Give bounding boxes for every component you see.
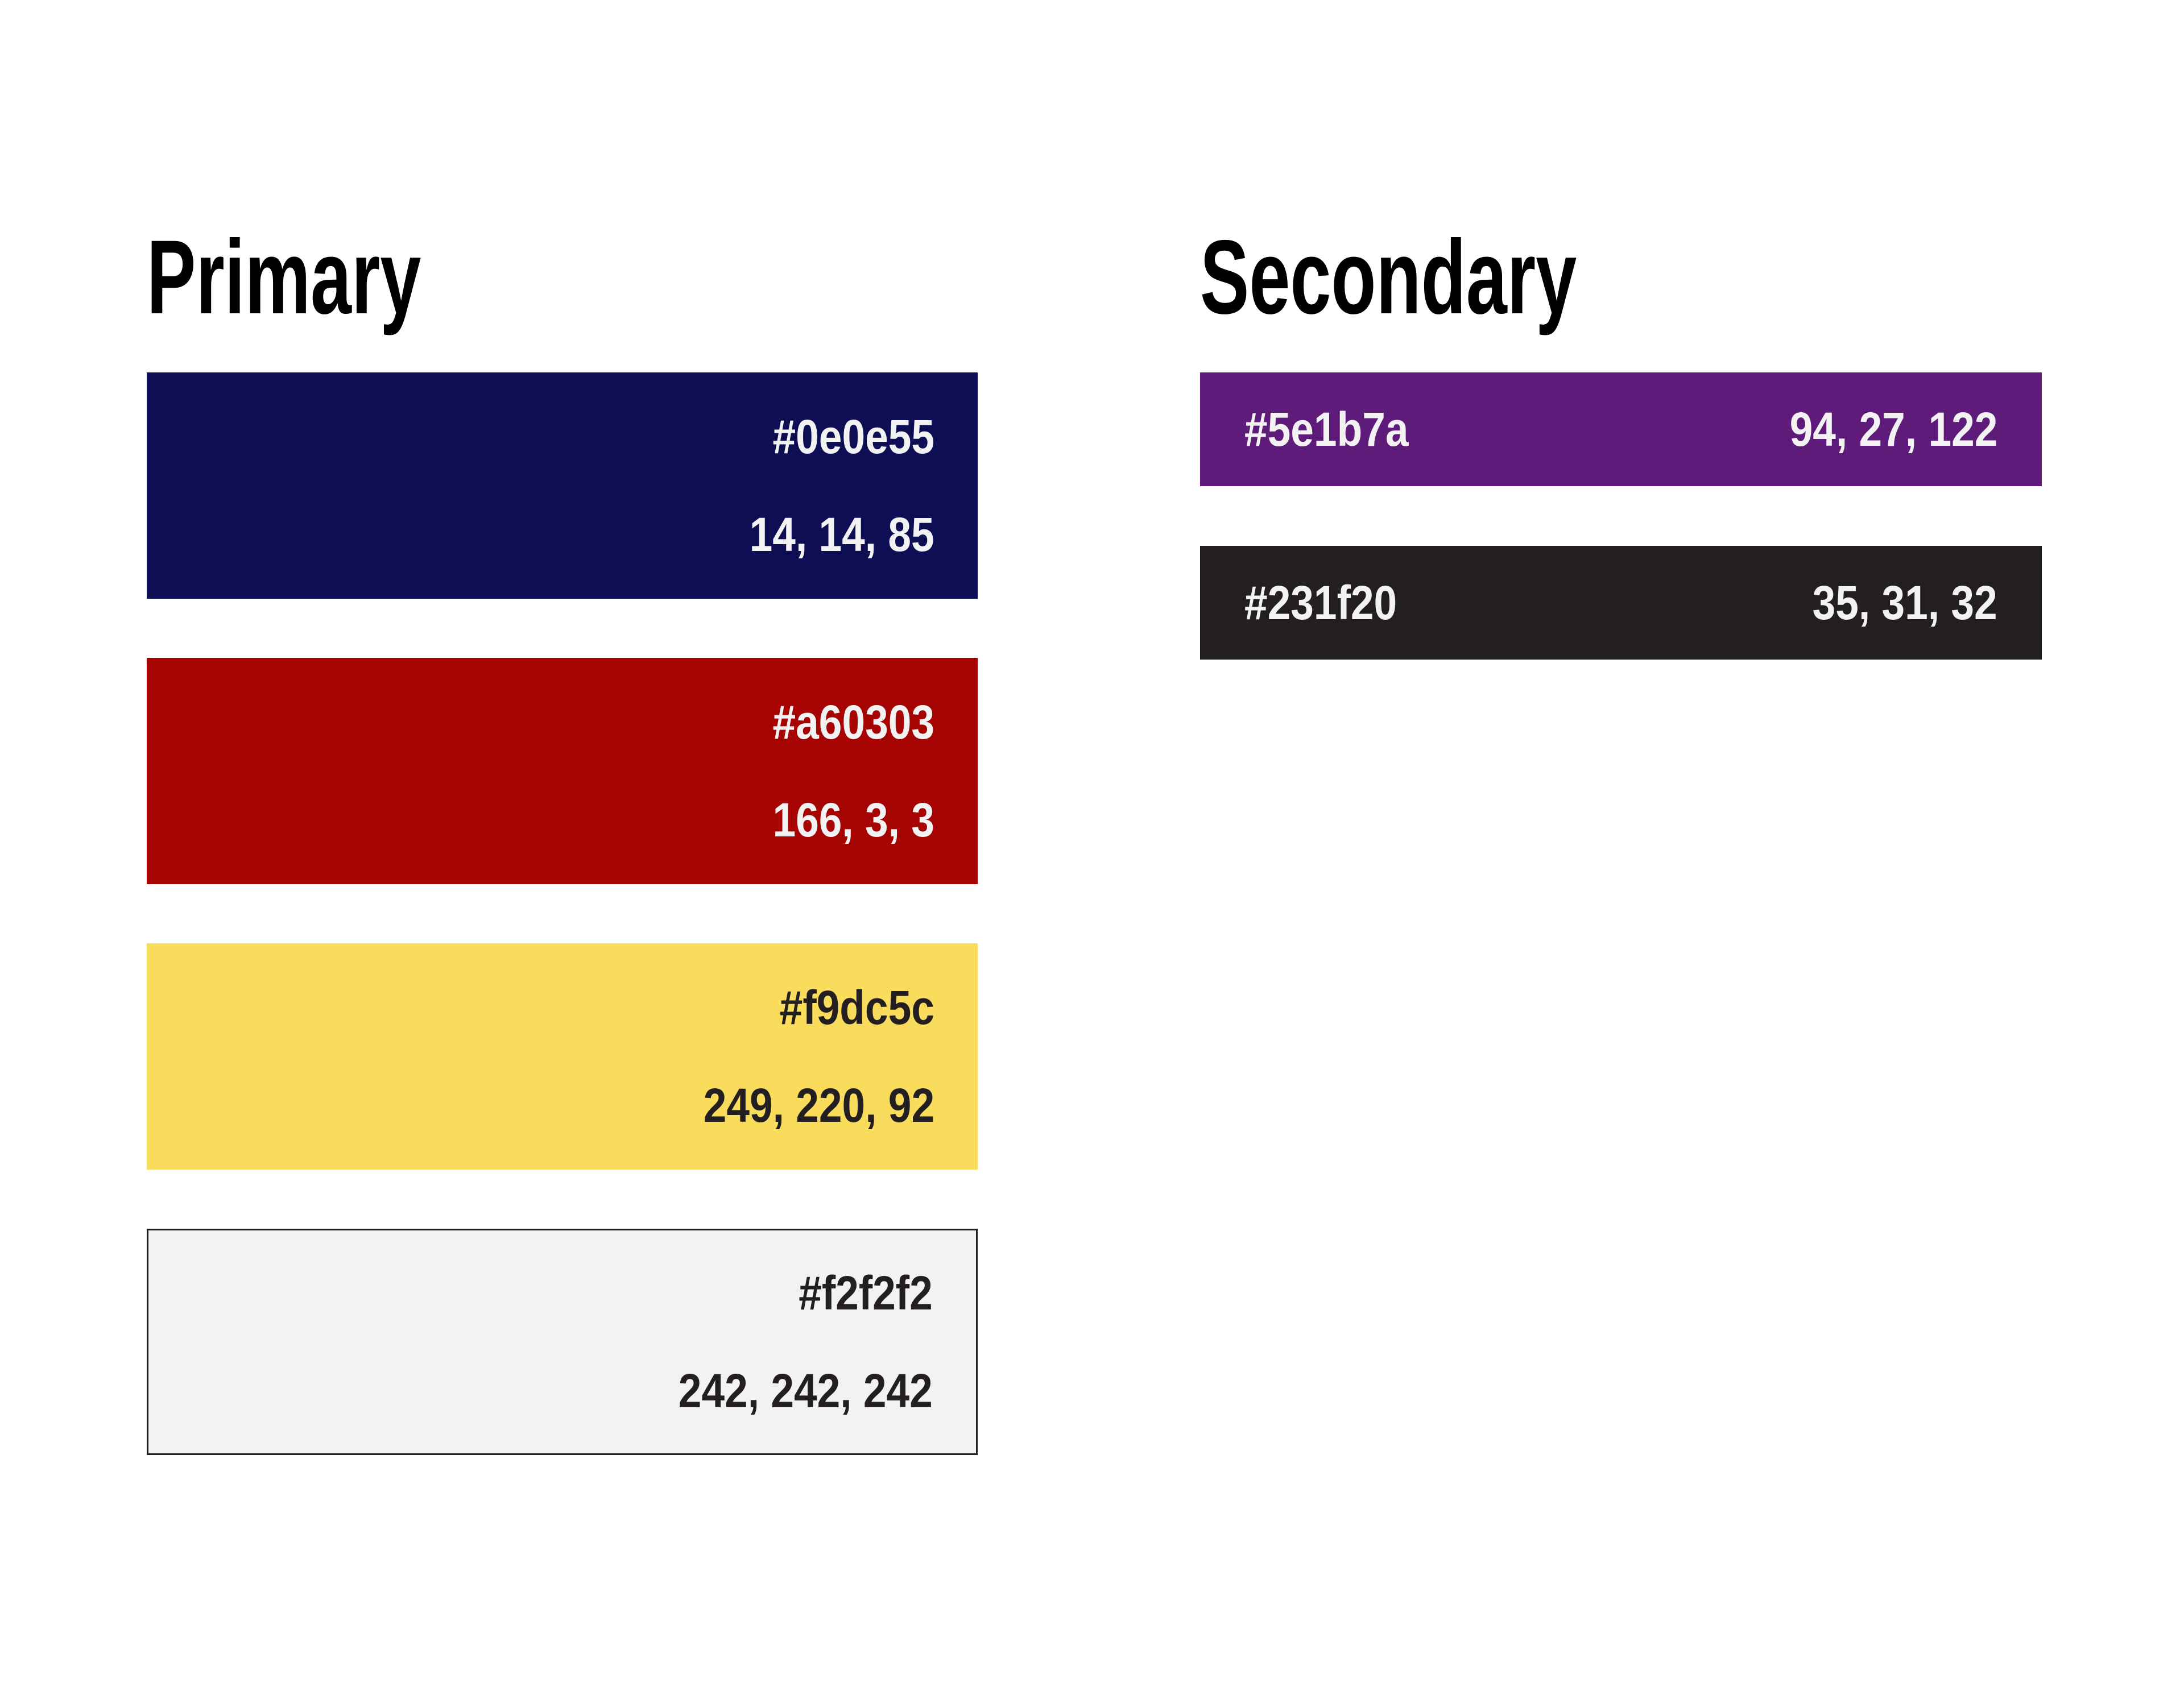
rgb-value-label: 14, 14, 85 [749,508,934,561]
rgb-value-label: 242, 242, 242 [678,1364,933,1417]
swatch-black: #231f20 35, 31, 32 [1200,546,2042,660]
secondary-heading: Secondary [1200,219,1577,336]
hex-code-label: #5e1b7a [1244,403,1409,456]
hex-code-label: #0e0e55 [772,410,934,463]
rgb-value-label: 166, 3, 3 [772,793,934,847]
primary-heading: Primary [147,219,421,336]
hex-code-label: #f2f2f2 [799,1266,933,1320]
secondary-section: Secondary #5e1b7a 94, 27, 122 #231f20 35… [1200,225,2042,719]
hex-code-label: #a60303 [772,695,934,749]
hex-code-label: #f9dc5c [779,981,934,1034]
swatch-navy: #0e0e55 14, 14, 85 [147,372,978,599]
rgb-value-label: 249, 220, 92 [703,1079,934,1132]
hex-code-label: #231f20 [1244,576,1397,629]
rgb-value-label: 35, 31, 32 [1812,576,1997,629]
swatch-light-gray: #f2f2f2 242, 242, 242 [147,1229,978,1455]
rgb-value-label: 94, 27, 122 [1789,403,1997,456]
swatch-red: #a60303 166, 3, 3 [147,658,978,884]
swatch-yellow: #f9dc5c 249, 220, 92 [147,943,978,1170]
primary-section: Primary #0e0e55 14, 14, 85 #a60303 166, … [147,225,978,1514]
swatch-purple: #5e1b7a 94, 27, 122 [1200,372,2042,486]
